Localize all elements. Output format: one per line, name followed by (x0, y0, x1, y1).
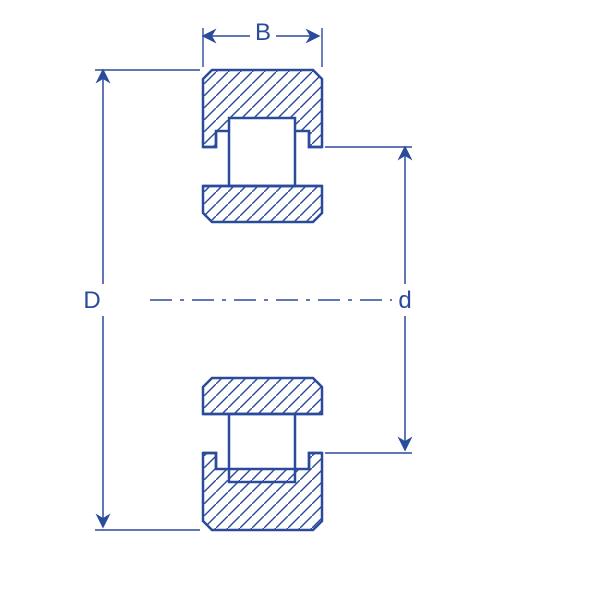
label-B: B (255, 19, 271, 46)
label-D: D (83, 287, 100, 314)
roller-top (229, 118, 295, 186)
bearing-cross-section-diagram: D d B (0, 0, 600, 600)
label-d: d (398, 287, 411, 314)
dimension-B: B (203, 18, 322, 67)
inner-ring-section-top (203, 186, 322, 222)
inner-ring-section-bottom (203, 378, 322, 414)
